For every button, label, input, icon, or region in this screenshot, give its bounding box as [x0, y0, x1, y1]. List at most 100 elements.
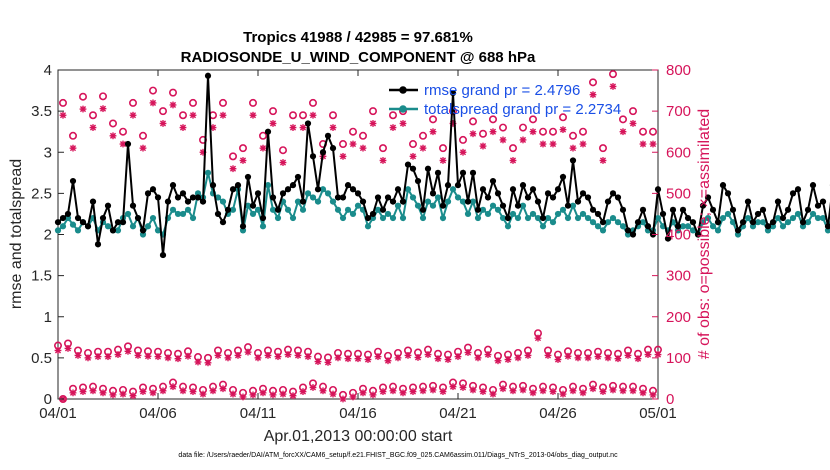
asterisk-stroke [629, 120, 637, 127]
y-right-tick-label: 600 [666, 144, 691, 161]
obs-top-assimilated-marker [619, 128, 627, 136]
obs-00z-assimilated-marker [274, 353, 282, 361]
obs-top-possible-marker [428, 115, 437, 124]
obs-00z-assimilated-marker [504, 356, 512, 363]
asterisk-stroke [299, 388, 307, 395]
totalspread-point [714, 227, 722, 234]
totalspread-point [504, 223, 512, 230]
obs-top-possible-marker [129, 98, 138, 107]
asterisk-stroke [559, 391, 567, 398]
obs-top-possible-marker [538, 127, 547, 136]
asterisk-stroke [189, 112, 197, 119]
asterisk-stroke [649, 140, 657, 148]
asterisk-stroke [219, 385, 227, 392]
obs-top-possible-marker [109, 119, 118, 128]
asterisk-stroke [399, 389, 407, 396]
rmse-point [459, 169, 467, 176]
totalspread-point [334, 206, 342, 213]
obs-00z-assimilated-marker [344, 355, 352, 363]
rmse-point [519, 182, 527, 189]
obs-top-assimilated-marker [139, 144, 147, 152]
rmse-point [529, 186, 537, 193]
rmse-point [634, 219, 642, 226]
obs-12z-assimilated-marker [79, 388, 87, 395]
y-left-tick-label: 3 [44, 144, 52, 161]
asterisk-stroke [434, 355, 442, 362]
obs-top-assimilated-marker [539, 140, 547, 148]
rmse-point [189, 194, 197, 201]
obs-top-assimilated-marker [459, 148, 467, 156]
asterisk-stroke [479, 388, 487, 395]
asterisk-stroke [519, 386, 527, 393]
asterisk-stroke [629, 387, 637, 394]
obs-top-possible-marker [288, 111, 297, 120]
totalspread-point [489, 202, 497, 209]
asterisk-stroke [519, 136, 527, 143]
legend-spread-marker [399, 105, 407, 113]
obs-top-assimilated-marker [589, 91, 597, 99]
asterisk-stroke [249, 112, 257, 119]
rmse-point [304, 120, 312, 127]
totalspread-point [59, 223, 67, 230]
rmse-point [604, 198, 612, 205]
asterisk-stroke [549, 140, 557, 148]
obs-top-assimilated-marker [219, 111, 227, 119]
asterisk-stroke [304, 353, 312, 360]
rmse-point [734, 227, 742, 234]
y-axis-right-label: # of obs: o=possible; ×=assimilated [696, 109, 713, 359]
obs-00z-assimilated-marker [154, 353, 162, 361]
asterisk-stroke [439, 157, 447, 164]
totalspread-point [324, 190, 332, 197]
totalspread-point [259, 223, 267, 230]
asterisk-stroke [479, 143, 487, 150]
rmse-point [484, 194, 492, 201]
obs-00z-assimilated-marker [254, 354, 262, 362]
obs-top-assimilated-marker [419, 144, 427, 152]
rmse-point [124, 140, 132, 148]
asterisk-stroke [294, 352, 302, 359]
rmse-point [284, 186, 292, 193]
rmse-point [589, 206, 597, 213]
totalspread-point [319, 186, 327, 193]
obs-00z-assimilated-marker [414, 354, 422, 361]
totalspread-point [584, 214, 592, 222]
obs-00z-assimilated-marker [524, 352, 532, 359]
totalspread-point [384, 210, 392, 218]
obs-00z-assimilated-marker [324, 358, 332, 366]
rmse-point [709, 206, 717, 213]
rmse-point [324, 132, 332, 139]
totalspread-point [814, 214, 822, 222]
rmse-point [254, 190, 262, 197]
rmse-point [379, 206, 387, 213]
obs-top-possible-marker [368, 107, 377, 116]
obs-00z-assimilated-marker [194, 358, 202, 366]
totalspread-point [364, 223, 372, 230]
totalspread-point [309, 194, 317, 201]
asterisk-stroke [589, 91, 597, 98]
totalspread-point [459, 198, 467, 205]
asterisk-stroke [274, 353, 282, 360]
asterisk-stroke [259, 145, 267, 152]
obs-00z-assimilated-marker [544, 352, 552, 359]
rmse-point [469, 169, 477, 176]
asterisk-stroke [319, 387, 327, 394]
obs-12z-assimilated-marker [229, 390, 237, 398]
rmse-point [474, 206, 482, 213]
rmse-point [349, 186, 357, 193]
rmse-point [539, 214, 547, 222]
rmse-point [294, 173, 302, 181]
asterisk-stroke [529, 128, 537, 135]
asterisk-stroke [204, 359, 212, 366]
rmse-point [774, 198, 782, 205]
asterisk-stroke [524, 352, 532, 359]
chart-title-line2: RADIOSONDE_U_WIND_COMPONENT @ 688 hPa [181, 49, 536, 66]
rmse-point [714, 219, 722, 226]
rmse-point [344, 182, 352, 189]
obs-top-possible-marker [278, 146, 287, 155]
totalspread-point [254, 206, 262, 213]
asterisk-stroke [54, 347, 62, 354]
rmse-point [549, 194, 557, 201]
totalspread-point [539, 223, 547, 230]
rmse-point [59, 214, 67, 222]
asterisk-stroke [379, 157, 387, 164]
